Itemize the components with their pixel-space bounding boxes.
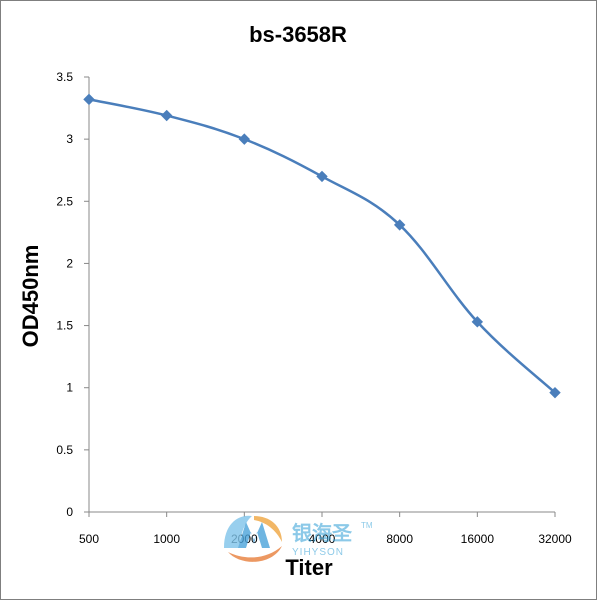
series-line <box>88 98 556 394</box>
y-axis-ticks: 0 0.5 1 1.5 2 2.5 3 3.5 <box>56 70 89 519</box>
data-point <box>549 386 561 399</box>
x-tick-label: 8000 <box>386 532 413 546</box>
data-point <box>160 109 173 122</box>
y-tick-label: 1 <box>66 381 73 395</box>
y-axis-label: OD450nm <box>18 245 43 348</box>
watermark-trademark: TM <box>361 521 373 530</box>
x-axis-label: Titer <box>285 555 333 580</box>
data-point <box>238 133 251 145</box>
x-tick-label: 1000 <box>153 532 180 546</box>
y-tick-label: 2.5 <box>56 194 73 208</box>
watermark-chinese: 银海圣 <box>292 521 353 545</box>
series-group <box>83 93 561 399</box>
watermark-logo: 银海圣 TM YIHYSON <box>224 515 373 562</box>
data-point <box>471 316 484 328</box>
x-tick-label: 500 <box>79 532 99 546</box>
x-tick-label: 16000 <box>461 532 495 546</box>
watermark-english: YIHYSON <box>292 547 344 558</box>
data-point <box>393 219 406 231</box>
y-tick-label: 3 <box>66 132 73 146</box>
y-tick-label: 1.5 <box>56 319 73 333</box>
y-tick-label: 0 <box>66 505 73 519</box>
x-tick-label: 32000 <box>538 532 572 546</box>
y-tick-label: 3.5 <box>56 70 73 84</box>
data-point <box>83 93 95 106</box>
chart-title: bs-3658R <box>249 22 347 47</box>
y-tick-label: 2 <box>66 256 73 270</box>
axes <box>88 77 555 513</box>
yihyson-logo-icon <box>224 515 282 562</box>
y-tick-label: 0.5 <box>56 443 73 457</box>
data-point <box>316 170 328 183</box>
x-tick-label: 4000 <box>309 532 336 546</box>
